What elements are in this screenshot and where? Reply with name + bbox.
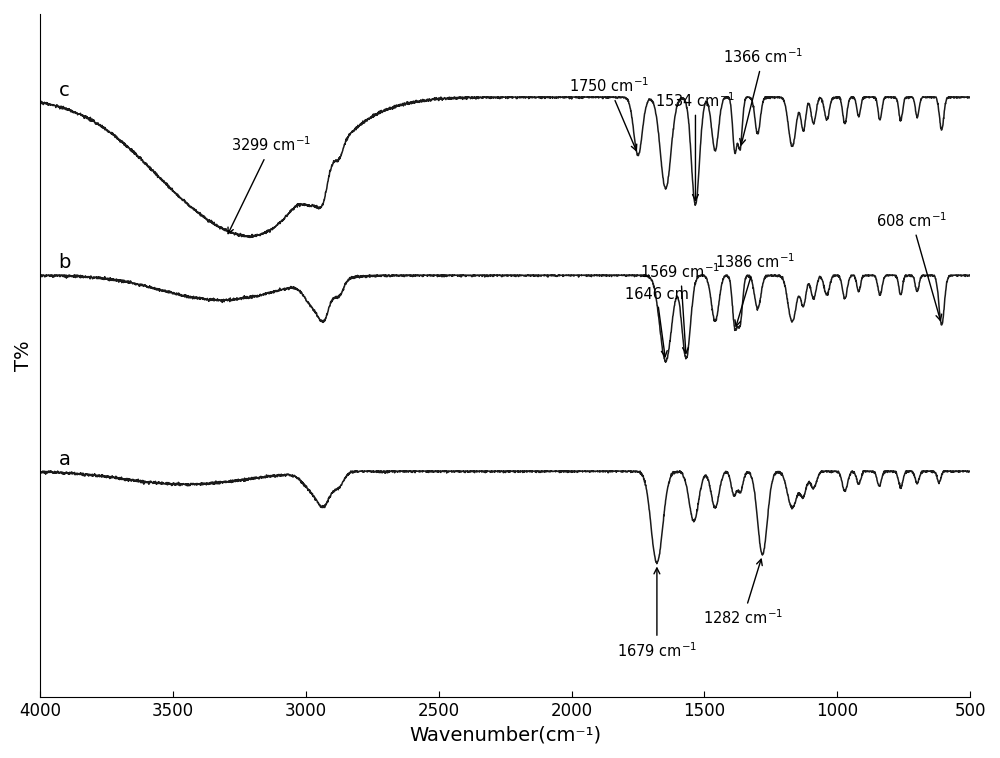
Text: 3299 cm$^{-1}$: 3299 cm$^{-1}$	[228, 136, 311, 233]
Text: 1569 cm$^{-1}$: 1569 cm$^{-1}$	[640, 262, 721, 353]
X-axis label: Wavenumber(cm⁻¹): Wavenumber(cm⁻¹)	[409, 725, 601, 744]
Text: c: c	[58, 81, 69, 100]
Text: 1646 cm: 1646 cm	[625, 287, 689, 357]
Text: a: a	[58, 449, 70, 468]
Text: 1679 cm$^{-1}$: 1679 cm$^{-1}$	[617, 568, 697, 659]
Text: 1366 cm$^{-1}$: 1366 cm$^{-1}$	[723, 47, 803, 145]
Text: b: b	[58, 253, 71, 272]
Text: 1386 cm$^{-1}$: 1386 cm$^{-1}$	[715, 252, 796, 326]
Text: 608 cm$^{-1}$: 608 cm$^{-1}$	[876, 211, 947, 321]
Text: 1750 cm$^{-1}$: 1750 cm$^{-1}$	[569, 77, 649, 151]
Text: 1282 cm$^{-1}$: 1282 cm$^{-1}$	[703, 559, 783, 627]
Y-axis label: T%: T%	[14, 340, 33, 371]
Text: 1534 cm$^{-1}$: 1534 cm$^{-1}$	[655, 91, 736, 200]
